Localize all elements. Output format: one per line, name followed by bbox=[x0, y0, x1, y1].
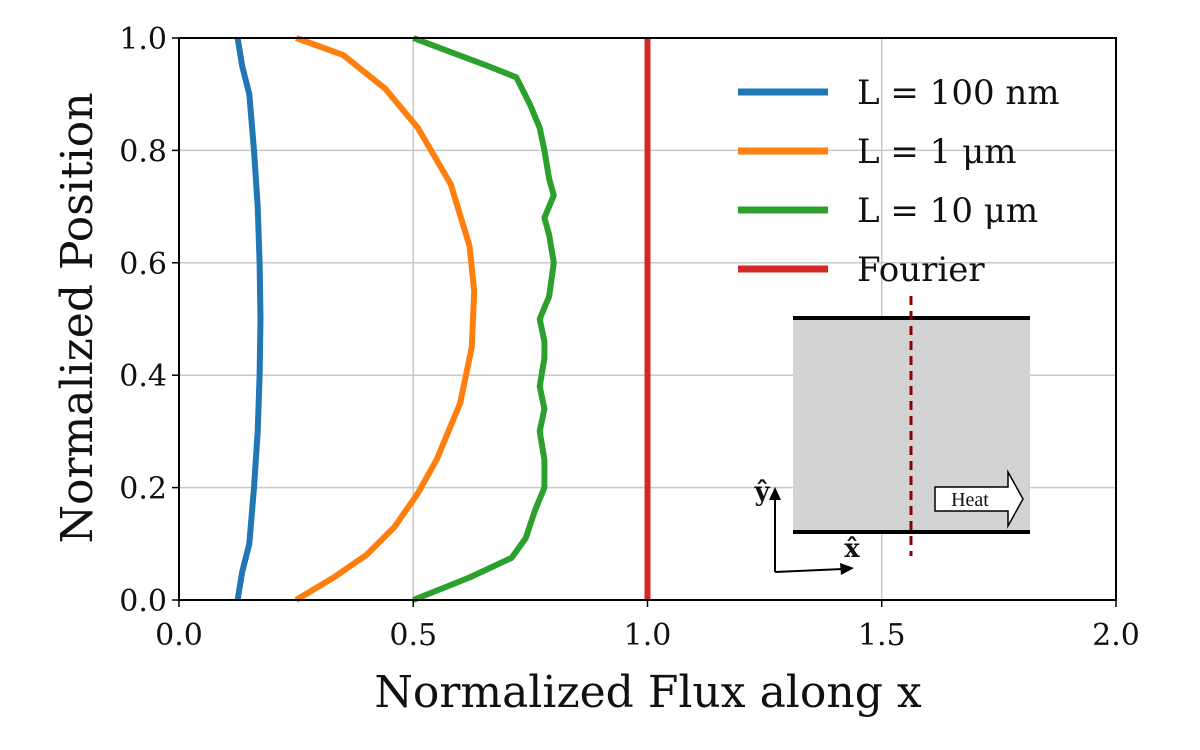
ticks: 0.0 0.5 1.0 1.5 2.0 0.0 0.2 0.4 0.6 0.8 1.0 bbox=[119, 22, 1140, 653]
legend: L = 100 nm L = 1 μm L = 10 μm Fourier bbox=[738, 73, 1060, 290]
y-tick-label: 0.8 bbox=[119, 134, 167, 169]
y-tick-label: 0.0 bbox=[119, 584, 167, 619]
series-line-0 bbox=[234, 37, 264, 601]
x-arrowhead-icon bbox=[840, 563, 854, 575]
legend-label-2: L = 10 μm bbox=[857, 191, 1038, 231]
y-tick-label: 0.2 bbox=[119, 472, 167, 507]
x-unit-vector-label: x̂ bbox=[844, 534, 860, 564]
x-tick-label: 0.5 bbox=[389, 618, 437, 653]
legend-label-0: L = 100 nm bbox=[857, 73, 1060, 113]
series-layer bbox=[234, 35, 651, 603]
y-axis-label: Normalized Position bbox=[52, 92, 103, 543]
heat-arrow-icon bbox=[934, 469, 1024, 529]
inset-diagram: Heat ŷ x̂ bbox=[753, 296, 1030, 575]
y-unit-vector-label: ŷ bbox=[753, 477, 770, 507]
x-axis-label: Normalized Flux along x bbox=[374, 667, 922, 718]
x-tick-label: 1.5 bbox=[858, 618, 906, 653]
legend-label-3: Fourier bbox=[857, 250, 985, 290]
series-line-2 bbox=[412, 35, 557, 603]
series-line-1 bbox=[294, 35, 478, 603]
y-tick-label: 0.4 bbox=[119, 359, 167, 394]
x-axis-arrow-icon bbox=[774, 568, 844, 573]
x-tick-label: 0.0 bbox=[155, 618, 203, 653]
y-tick-label: 1.0 bbox=[119, 22, 167, 57]
y-tick-label: 0.6 bbox=[119, 247, 167, 282]
y-arrowhead-icon bbox=[769, 487, 781, 500]
x-tick-label: 2.0 bbox=[1092, 618, 1140, 653]
legend-label-1: L = 1 μm bbox=[857, 132, 1016, 172]
x-tick-label: 1.0 bbox=[624, 618, 672, 653]
heat-label: Heat bbox=[951, 489, 989, 511]
